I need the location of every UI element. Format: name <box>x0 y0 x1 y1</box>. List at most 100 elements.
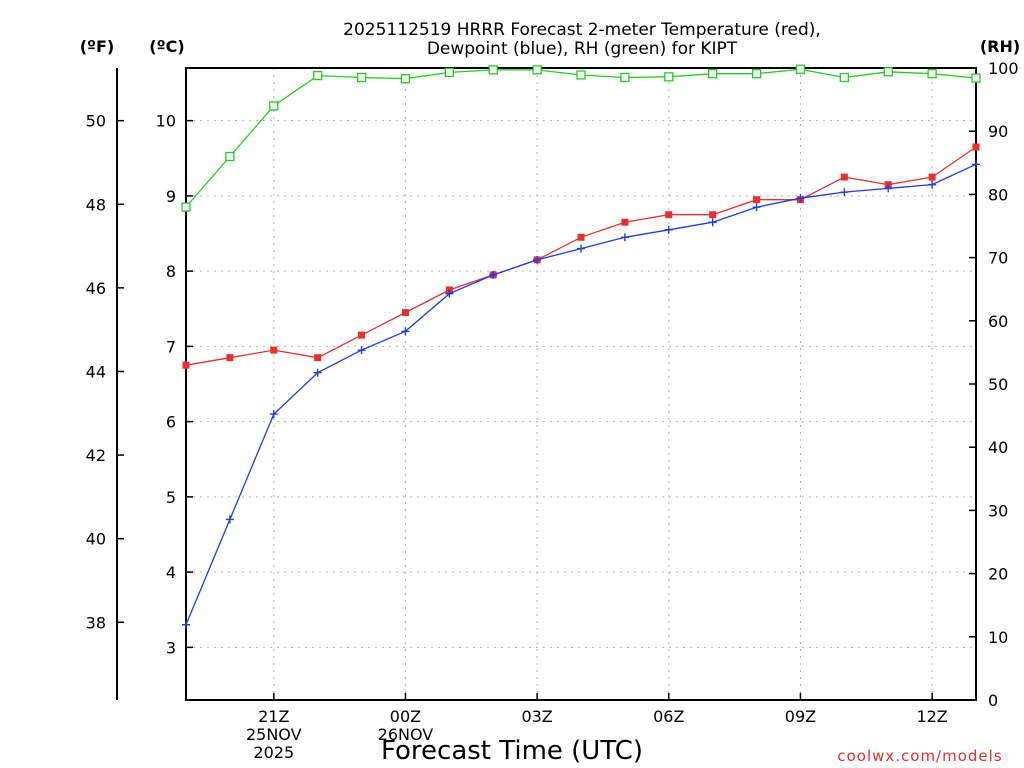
data-point-temperature <box>401 309 409 317</box>
data-point-rh <box>444 67 454 78</box>
data-point-temperature <box>226 354 234 362</box>
fahrenheit-unit-label: (ºF) <box>80 37 115 56</box>
data-point-dewpoint <box>269 410 278 419</box>
fahrenheit-tick-label: 42 <box>86 446 106 465</box>
data-point-temperature <box>709 211 717 219</box>
grid-lines <box>186 68 976 700</box>
x-tick-label: 09Z <box>785 707 816 726</box>
data-point-rh <box>400 74 411 84</box>
celsius-tick-label: 4 <box>166 563 176 582</box>
celsius-unit-label: (ºC) <box>149 37 184 56</box>
data-point-dewpoint <box>664 225 673 234</box>
fahrenheit-ticks: 38 40 42 44 46 48 50 <box>86 112 124 632</box>
credit-text: coolwx.com/models <box>837 747 1002 765</box>
data-point-dewpoint <box>401 327 410 336</box>
rh-tick-label: 40 <box>988 438 1008 457</box>
fahrenheit-tick-label: 44 <box>86 362 106 381</box>
data-point-dewpoint <box>445 289 454 298</box>
data-point-dewpoint <box>577 244 585 253</box>
data-point-temperature <box>840 173 848 181</box>
data-point-rh <box>181 202 191 212</box>
series-line-temperature <box>185 146 977 366</box>
data-point-rh <box>225 151 235 162</box>
rh-tick-label: 90 <box>988 122 1008 141</box>
data-point-rh <box>839 72 849 83</box>
data-point-rh <box>532 65 542 75</box>
celsius-tick-label: 7 <box>166 337 176 356</box>
data-point-dewpoint <box>884 184 893 193</box>
x-tick-label: 03Z <box>521 707 552 726</box>
rh-tick-label: 10 <box>988 628 1008 647</box>
celsius-tick-label: 5 <box>166 488 176 507</box>
x-tick-label: 25NOV <box>246 725 302 744</box>
x-tick-label: 26NOV <box>378 725 434 744</box>
data-point-dewpoint <box>840 188 849 197</box>
data-point-dewpoint <box>313 368 322 377</box>
celsius-tick-label: 9 <box>166 187 176 206</box>
data-point-temperature <box>314 354 322 362</box>
data-point-dewpoint <box>182 620 190 629</box>
rh-tick-label: 100 <box>988 59 1019 78</box>
data-point-rh <box>356 72 367 83</box>
x-tick-label: 21Z <box>258 707 289 726</box>
series-temperature <box>182 143 980 369</box>
data-point-dewpoint <box>489 270 498 279</box>
data-point-dewpoint <box>357 346 366 355</box>
data-point-temperature <box>621 218 629 226</box>
data-point-rh <box>795 64 806 74</box>
celsius-tick-label: 10 <box>156 112 176 131</box>
x-tick-label: 00Z <box>390 707 421 726</box>
rh-tick-label: 0 <box>988 691 998 710</box>
series-line-dewpoint <box>185 163 977 626</box>
chart-title-line-2: Dewpoint (blue), RH (green) for KIPT <box>427 39 738 59</box>
rh-tick-label: 50 <box>988 375 1008 394</box>
data-point-temperature <box>753 196 761 204</box>
celsius-tick-label: 8 <box>166 262 176 281</box>
data-point-rh <box>269 101 279 111</box>
data-point-temperature <box>577 233 585 241</box>
plot-frame <box>185 67 977 701</box>
data-point-dewpoint <box>928 180 937 189</box>
data-point-dewpoint <box>533 255 542 264</box>
rh-tick-label: 80 <box>988 185 1008 204</box>
rh-tick-label: 70 <box>988 249 1008 268</box>
rh-tick-label: 20 <box>988 565 1008 584</box>
celsius-tick-label: 6 <box>166 413 176 432</box>
rh-tick-label: 30 <box>988 501 1008 520</box>
rh-unit-label: (RH) <box>980 37 1020 56</box>
data-point-temperature <box>358 331 366 339</box>
series-layer <box>181 64 981 629</box>
data-point-dewpoint <box>225 515 234 524</box>
data-point-rh <box>576 70 586 80</box>
chart-title-line-1: 2025112519 HRRR Forecast 2-meter Tempera… <box>343 20 821 40</box>
data-point-rh <box>883 67 893 77</box>
data-point-temperature <box>270 346 278 354</box>
data-point-rh <box>313 70 323 81</box>
series-rh <box>181 64 981 212</box>
fahrenheit-tick-label: 50 <box>86 112 106 131</box>
data-point-dewpoint <box>620 233 629 242</box>
data-point-rh <box>708 69 718 79</box>
data-point-temperature <box>182 361 190 369</box>
data-point-rh <box>971 73 981 83</box>
series-dewpoint <box>182 160 980 629</box>
rh-ticks: 0 10 20 30 40 50 60 70 80 90 100 <box>969 59 1019 710</box>
fahrenheit-tick-label: 48 <box>86 195 106 214</box>
fahrenheit-tick-label: 46 <box>86 279 106 298</box>
x-tick-label: 06Z <box>653 707 684 726</box>
data-point-dewpoint <box>972 160 980 169</box>
data-point-rh <box>488 65 498 75</box>
fahrenheit-tick-label: 38 <box>86 613 106 632</box>
data-point-rh <box>620 72 630 83</box>
series-line-rh <box>185 68 977 208</box>
data-point-temperature <box>972 143 980 151</box>
x-axis-title: Forecast Time (UTC) <box>381 736 643 766</box>
data-point-temperature <box>665 211 673 219</box>
rh-tick-label: 60 <box>988 312 1008 331</box>
x-tick-label: 2025 <box>253 743 294 762</box>
x-tick-label: 12Z <box>916 707 947 726</box>
data-point-rh <box>751 69 762 79</box>
celsius-tick-label: 3 <box>166 638 176 657</box>
